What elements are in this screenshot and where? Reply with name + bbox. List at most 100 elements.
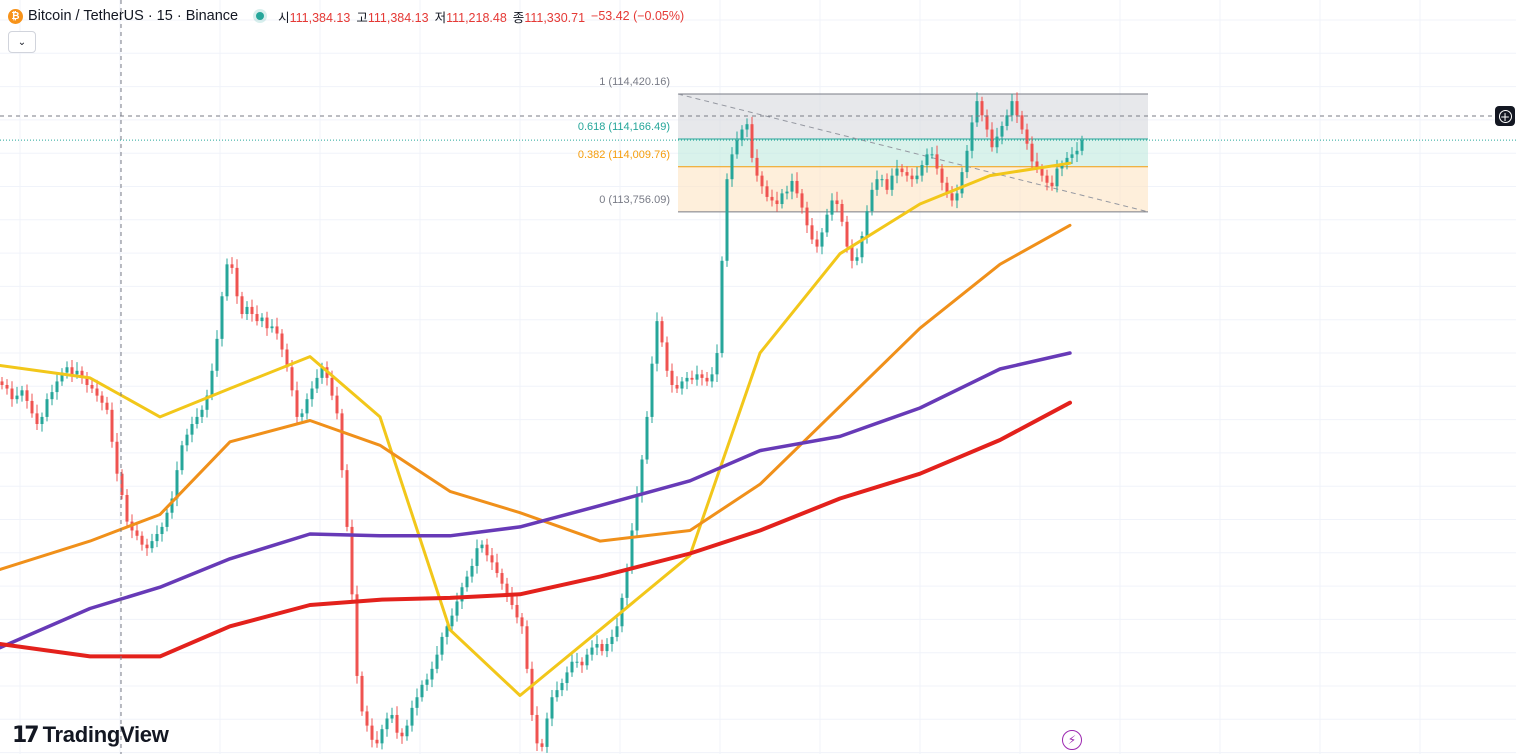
candle-body bbox=[520, 617, 524, 627]
fib-level-label: 0.618 (114,166.49) bbox=[578, 121, 670, 133]
candle bbox=[915, 166, 919, 184]
candle-body bbox=[660, 321, 664, 343]
candle bbox=[1065, 152, 1069, 170]
candle bbox=[275, 317, 279, 340]
ohlc-values: 시111,384.13 고111,384.13 저111,218.48 종111… bbox=[278, 7, 585, 26]
candle-body bbox=[250, 306, 254, 315]
candle-body bbox=[765, 186, 769, 197]
candle bbox=[715, 344, 719, 382]
candle bbox=[935, 145, 939, 175]
candle-body bbox=[195, 416, 199, 425]
candle bbox=[830, 193, 834, 221]
candle-body bbox=[100, 395, 104, 403]
candle-body bbox=[340, 413, 344, 471]
fib-level-label: 0 (113,756.09) bbox=[599, 194, 670, 206]
candle-body bbox=[555, 690, 559, 698]
candle-body bbox=[565, 672, 569, 684]
candle bbox=[395, 706, 399, 739]
bitcoin-icon[interactable]: ₿ bbox=[8, 8, 23, 24]
candle bbox=[745, 118, 749, 138]
candle bbox=[205, 389, 209, 418]
candle bbox=[585, 648, 589, 670]
candle bbox=[440, 632, 444, 661]
candle bbox=[645, 411, 649, 464]
candle-body bbox=[810, 225, 814, 240]
candle bbox=[530, 661, 534, 722]
candle bbox=[255, 305, 259, 326]
candle-body bbox=[685, 377, 689, 382]
candle-body bbox=[5, 384, 9, 389]
moving-average-line bbox=[0, 161, 1072, 697]
candle-body bbox=[465, 576, 469, 588]
candle-body bbox=[770, 196, 774, 201]
candle-body bbox=[745, 124, 749, 130]
tradingview-logo-icon: 17 bbox=[12, 722, 40, 748]
candle-body bbox=[360, 675, 364, 712]
candle-body bbox=[1080, 140, 1084, 151]
market-status-indicator[interactable] bbox=[256, 12, 265, 20]
candle bbox=[695, 365, 699, 386]
candle-body bbox=[120, 473, 124, 495]
candle-body bbox=[1020, 115, 1024, 130]
candle bbox=[665, 336, 669, 377]
candle-body bbox=[345, 470, 349, 527]
candle-body bbox=[145, 544, 149, 549]
candle-body bbox=[450, 615, 454, 627]
candle bbox=[25, 384, 29, 409]
candle bbox=[615, 617, 619, 642]
candle-body bbox=[1040, 168, 1044, 176]
candle-body bbox=[1030, 143, 1034, 162]
candle-body bbox=[280, 333, 284, 350]
add-alert-button[interactable]: + bbox=[1495, 106, 1515, 126]
candle bbox=[375, 731, 379, 748]
open-label: 시 bbox=[278, 10, 290, 25]
candle bbox=[505, 577, 509, 602]
candle-body bbox=[1015, 101, 1019, 116]
candle-body bbox=[655, 321, 659, 364]
candle-body bbox=[790, 180, 794, 192]
candle-body bbox=[1050, 182, 1054, 187]
candle bbox=[335, 386, 339, 420]
candle-body bbox=[235, 267, 239, 297]
candle-body bbox=[965, 150, 969, 173]
candle-body bbox=[895, 168, 899, 176]
fib-zone bbox=[678, 93, 1148, 140]
candle-body bbox=[510, 594, 514, 605]
candle-body bbox=[595, 644, 599, 648]
candle bbox=[225, 258, 229, 301]
tradingview-logo[interactable]: 17 TradingView bbox=[12, 722, 169, 748]
candle bbox=[670, 363, 674, 393]
candle-body bbox=[190, 424, 194, 435]
candle bbox=[1005, 109, 1009, 131]
candle-body bbox=[240, 296, 244, 315]
symbol-title[interactable]: Bitcoin / TetherUS · 15 · Binance bbox=[28, 8, 239, 24]
candle bbox=[605, 638, 609, 658]
candle bbox=[0, 377, 4, 390]
candle bbox=[810, 218, 814, 244]
candle bbox=[500, 568, 504, 590]
candle bbox=[990, 122, 994, 152]
candle-body bbox=[700, 374, 704, 378]
candle bbox=[250, 299, 254, 322]
candle-body bbox=[400, 732, 404, 737]
candle bbox=[405, 719, 409, 741]
candle-body bbox=[675, 384, 679, 389]
fibonacci-retracement[interactable]: 1 (114,420.16) 0.618 (114,166.49) 0.382 (1… bbox=[578, 76, 1149, 213]
candle bbox=[575, 653, 579, 668]
legend-collapse-button[interactable]: ⌄ bbox=[8, 31, 36, 53]
candle bbox=[240, 291, 244, 319]
candle-body bbox=[515, 604, 519, 618]
candle-body bbox=[490, 555, 494, 563]
lightning-glyph: ⚡ bbox=[1067, 733, 1077, 747]
candle bbox=[1030, 136, 1034, 170]
candle bbox=[210, 363, 214, 401]
candle bbox=[475, 539, 479, 574]
candle-body bbox=[95, 388, 99, 396]
candle-body bbox=[260, 317, 264, 322]
candle bbox=[720, 256, 724, 358]
candle bbox=[120, 469, 124, 500]
candle-body bbox=[410, 707, 414, 726]
lightning-icon[interactable]: ⚡ bbox=[1062, 730, 1082, 750]
candle-body bbox=[670, 370, 674, 385]
